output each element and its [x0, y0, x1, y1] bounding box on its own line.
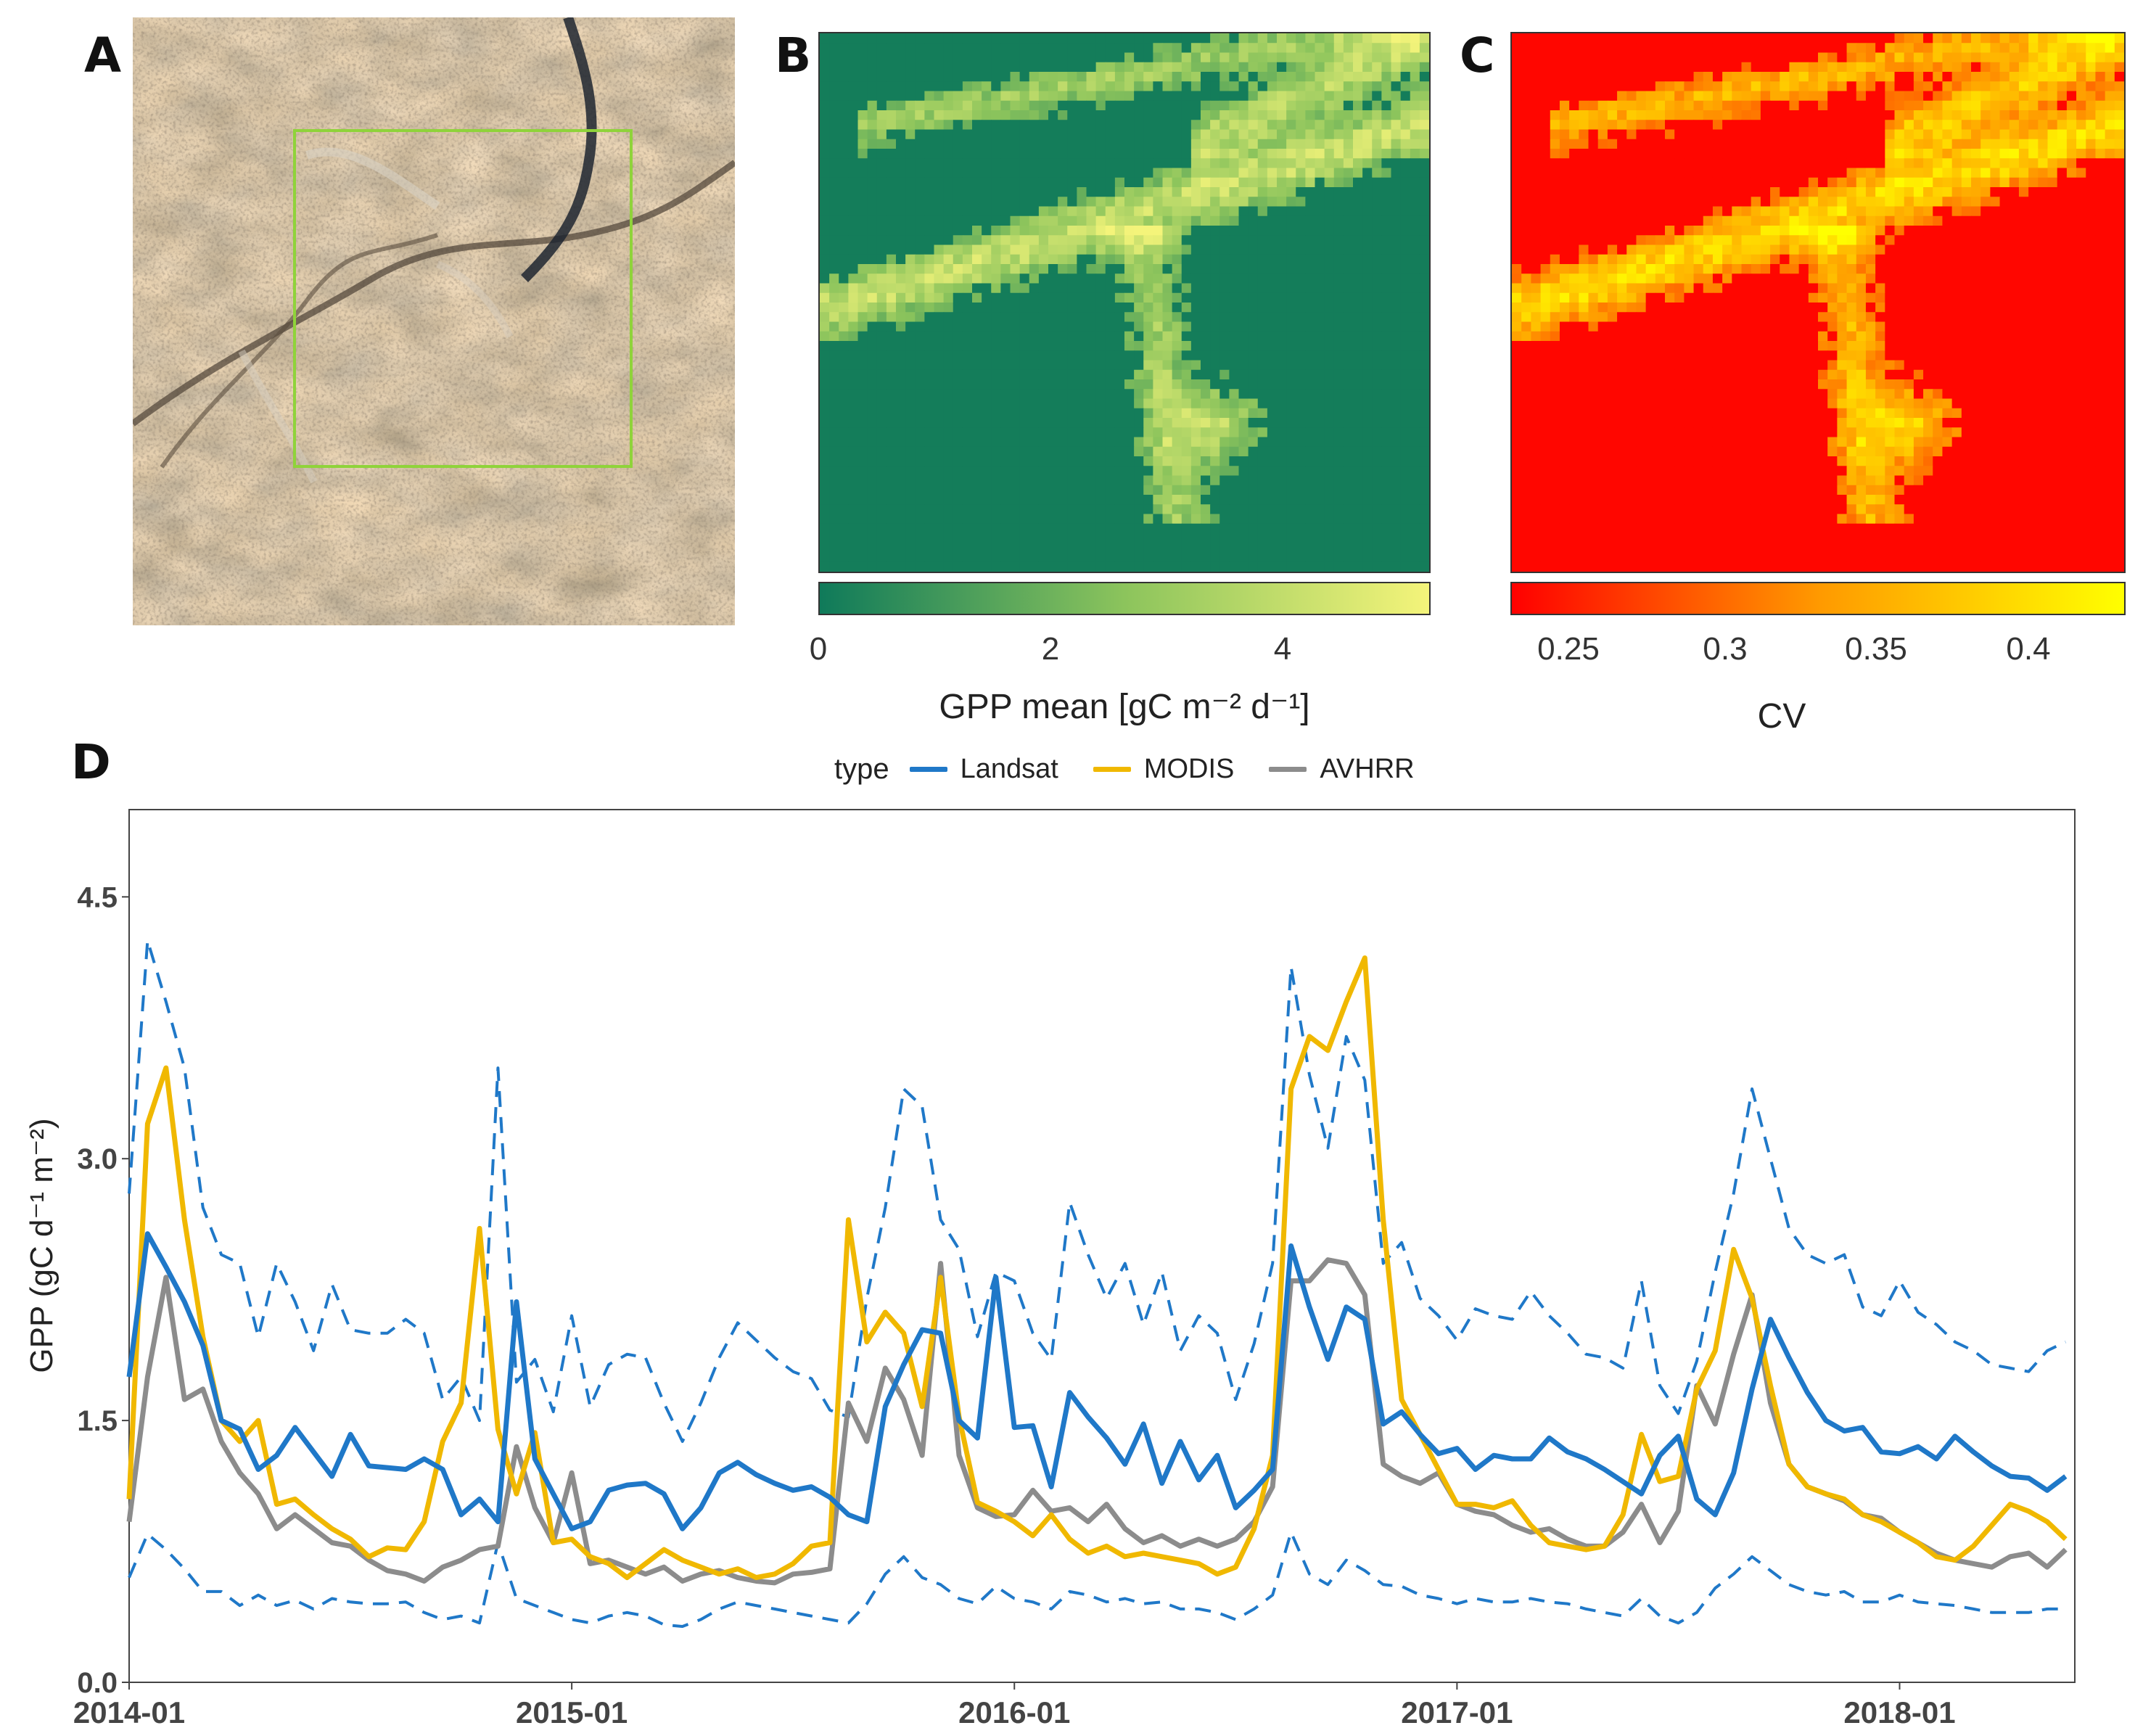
x-tick-label: 2015-01	[516, 1695, 628, 1729]
legend-label-landsat: Landsat	[960, 753, 1058, 784]
cv-colorbar-tick-04: 0.4	[2006, 631, 2051, 667]
series-line-landsat-lower	[128, 1531, 2066, 1628]
gpp-colorbar-title: GPP mean [gC m⁻² d⁻¹]	[939, 688, 1310, 726]
legend-title: type	[834, 752, 889, 785]
cv-colorbar-title: CV	[1757, 697, 1806, 736]
gpp-mean-map	[818, 32, 1431, 573]
cv-colorbar-tick-025: 0.25	[1537, 631, 1600, 667]
cv-colorbar-tick-035: 0.35	[1845, 631, 1907, 667]
x-tick-label: 2014-01	[73, 1695, 185, 1729]
panel-label-d: D	[71, 734, 111, 790]
y-tick-label: 4.5	[77, 881, 118, 913]
x-tick-label: 2016-01	[958, 1695, 1070, 1729]
gpp-raster-cells	[820, 33, 1429, 572]
gpp-colorbar-tick-2: 2	[1041, 631, 1060, 667]
panel-label-c: C	[1460, 28, 1495, 83]
cv-map	[1510, 32, 2126, 573]
satellite-image	[133, 17, 735, 625]
series-line-avhrr	[126, 1257, 2068, 1586]
legend-label-avhrr: AVHRR	[1320, 753, 1415, 784]
gpp-colorbar-tick-4: 4	[1273, 631, 1292, 667]
plot-frame	[128, 809, 2076, 1683]
series-line-landsat	[126, 1231, 2068, 1531]
series-line-landsat-upper	[128, 939, 2067, 1443]
legend-key-avhrr	[1269, 766, 1307, 772]
panel-label-b: B	[775, 28, 812, 83]
series-line-modis	[126, 955, 2068, 1581]
y-tick-label: 0.0	[77, 1667, 118, 1699]
legend: type Landsat MODIS AVHRR	[834, 747, 1436, 791]
y-tick-label: 1.5	[77, 1405, 118, 1437]
y-axis-title: GPP (gC d⁻¹ m⁻²)	[24, 1118, 59, 1373]
legend-key-landsat	[909, 766, 947, 772]
x-tick-label: 2017-01	[1401, 1695, 1513, 1729]
gpp-mean-colorbar	[818, 582, 1431, 615]
cv-colorbar	[1510, 582, 2126, 615]
cv-raster-cells	[1512, 33, 2124, 572]
panel-label-a: A	[84, 28, 122, 83]
y-tick-label: 3.0	[77, 1143, 118, 1175]
legend-key-modis	[1093, 766, 1131, 772]
x-tick-label: 2018-01	[1843, 1695, 1955, 1729]
gpp-colorbar-tick-0: 0	[809, 631, 828, 667]
cv-colorbar-tick-03: 0.3	[1703, 631, 1748, 667]
legend-label-modis: MODIS	[1143, 753, 1235, 784]
